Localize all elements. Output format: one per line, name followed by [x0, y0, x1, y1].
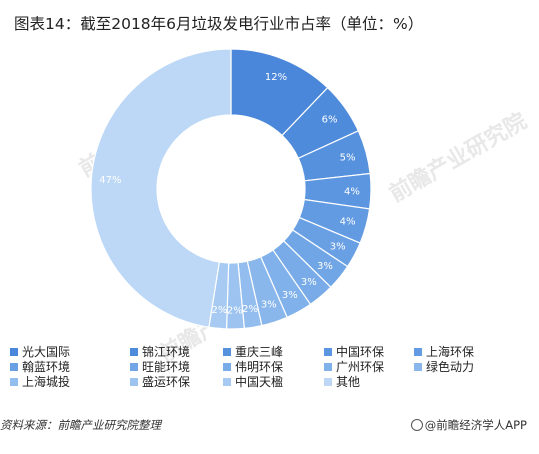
legend-swatch	[324, 347, 332, 356]
slice-label: 3%	[282, 290, 298, 301]
legend-swatch	[324, 377, 332, 386]
legend-item: 广州环保	[324, 359, 384, 375]
legend-swatch	[223, 377, 231, 386]
donut-chart: 12%6%5%4%4%3%3%3%3%3%2%2%2%47%	[90, 48, 372, 330]
legend-label: 上海城投	[22, 375, 71, 389]
legend-swatch	[324, 362, 332, 371]
pie-slice-14	[90, 48, 232, 328]
legend-label: 绿色动力	[426, 360, 475, 374]
legend-label: 上海环保	[426, 345, 475, 359]
legend-item: 光大国际	[10, 344, 70, 360]
slice-label: 3%	[330, 242, 346, 253]
legend-label: 中国天楹	[235, 375, 284, 389]
legend-label: 伟明环保	[235, 360, 284, 374]
brand-logo-icon	[410, 418, 423, 431]
legend-swatch	[414, 362, 422, 371]
slice-label: 12%	[265, 72, 287, 83]
slice-label: 6%	[322, 114, 338, 125]
slice-label: 3%	[261, 299, 277, 310]
legend-item: 重庆三峰	[223, 344, 283, 360]
legend-swatch	[130, 362, 138, 371]
legend-item: 上海环保	[414, 344, 474, 360]
legend-label: 中国环保	[336, 345, 385, 359]
legend-swatch	[130, 377, 138, 386]
brand-text: @前瞻经济学人APP	[424, 418, 527, 432]
legend-label: 其他	[336, 375, 361, 389]
slice-label: 3%	[317, 261, 333, 272]
legend-swatch	[10, 377, 18, 386]
legend-label: 旺能环境	[142, 360, 191, 374]
slice-label: 4%	[344, 186, 360, 197]
legend-swatch	[414, 347, 422, 356]
legend-item: 锦江环境	[130, 344, 190, 360]
legend-label: 光大国际	[22, 345, 71, 359]
legend-item: 中国天楹	[223, 374, 283, 390]
legend-label: 盛运环保	[142, 375, 191, 389]
legend-swatch	[223, 347, 231, 356]
legend-label: 锦江环境	[142, 345, 191, 359]
legend-item: 绿色动力	[414, 359, 474, 375]
legend-swatch	[10, 362, 18, 371]
slice-label: 4%	[340, 217, 356, 228]
slice-label: 3%	[301, 277, 317, 288]
legend-label: 广州环保	[336, 360, 385, 374]
legend-swatch	[223, 362, 231, 371]
slice-label: 2%	[212, 305, 228, 316]
legend-swatch	[10, 347, 18, 356]
legend-label: 翰蓝环境	[22, 360, 71, 374]
legend-label: 重庆三峰	[235, 345, 284, 359]
source-note: 资料来源：前瞻产业研究院整理	[0, 418, 161, 432]
slice-label: 2%	[242, 304, 258, 315]
legend-swatch	[130, 347, 138, 356]
slice-label: 2%	[227, 305, 243, 316]
legend-item: 盛运环保	[130, 374, 190, 390]
slice-label: 5%	[340, 152, 356, 163]
legend-item: 其他	[324, 374, 360, 390]
slice-label: 47%	[99, 175, 121, 186]
legend-item: 上海城投	[10, 374, 70, 390]
brand-credit: @前瞻经济学人APP	[410, 417, 527, 433]
legend-item: 旺能环境	[130, 359, 190, 375]
legend-item: 中国环保	[324, 344, 384, 360]
chart-title: 图表14：截至2018年6月垃圾发电行业市占率（单位：%）	[14, 15, 424, 33]
legend-item: 翰蓝环境	[10, 359, 70, 375]
legend-item: 伟明环保	[223, 359, 283, 375]
